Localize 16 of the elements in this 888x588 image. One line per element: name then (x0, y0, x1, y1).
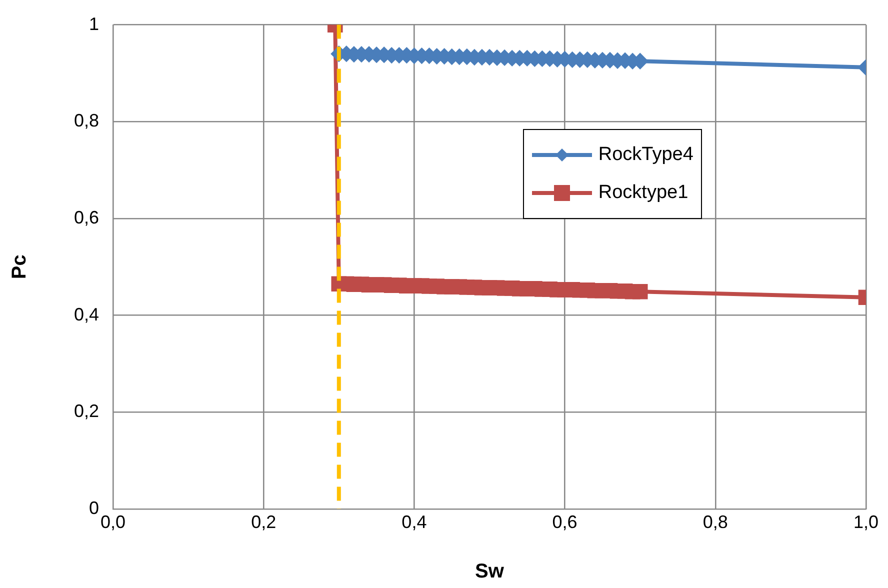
y-tick-label: 1 (88, 14, 99, 34)
y-tick-label: 0,4 (74, 304, 99, 324)
x-tick-label: 0,2 (251, 512, 276, 532)
y-axis-title: Pc (8, 254, 31, 280)
y-tick-label: 0,6 (74, 207, 99, 228)
legend-label: RockType4 (598, 144, 694, 166)
x-axis-title: Sw (475, 560, 504, 583)
x-tick-label: 0,0 (100, 512, 126, 532)
y-tick-label: 0 (88, 498, 99, 518)
x-tick-label: 0,6 (552, 512, 578, 532)
y-tick-label: 0,2 (74, 401, 99, 422)
legend-label: Rocktype1 (598, 182, 688, 204)
x-tick-label: 0,8 (702, 512, 728, 532)
x-tick-label: 0,4 (402, 512, 427, 532)
y-tick-label: 0,8 (74, 110, 99, 131)
x-tick-label: 1,0 (853, 512, 879, 532)
